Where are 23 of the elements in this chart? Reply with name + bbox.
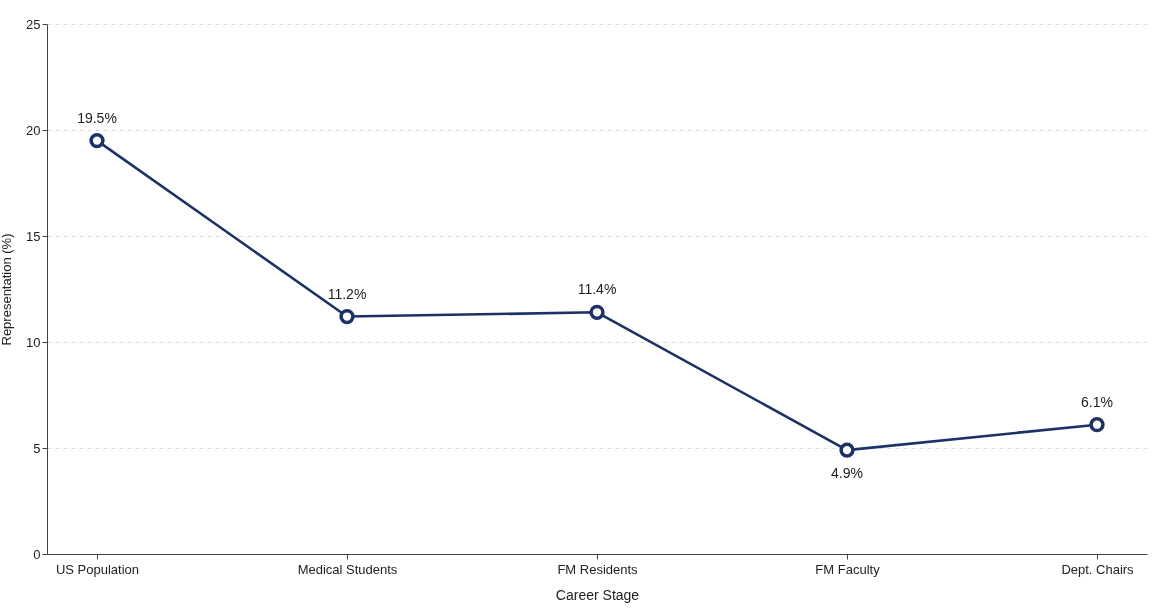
- x-axis-title: Career Stage: [555, 586, 640, 603]
- data-label: 11.4%: [577, 281, 617, 298]
- data-label: 11.2%: [327, 285, 367, 302]
- y-tick-label: 25: [26, 16, 41, 32]
- y-axis-title: Representation (%): [0, 233, 15, 346]
- point: [839, 442, 855, 458]
- x-tick-label: FM Residents: [557, 561, 639, 577]
- point: [339, 308, 355, 325]
- x-tick-label: US Population: [55, 561, 140, 577]
- y-tick-label: 0: [33, 546, 41, 562]
- data-label: 19.5%: [77, 109, 117, 126]
- y-tick-label: 5: [33, 440, 41, 456]
- data-label: 6.1%: [1081, 393, 1113, 410]
- x-tick-label: FM Faculty: [815, 561, 881, 577]
- point: [1089, 417, 1105, 433]
- data-label: 4.9%: [831, 465, 863, 482]
- x-tick-label: Dept. Chairs: [1061, 561, 1135, 577]
- point: [89, 132, 105, 149]
- point: [589, 304, 605, 320]
- y-tick-label: 15: [26, 228, 41, 244]
- y-tick-label: 20: [26, 122, 41, 138]
- x-tick-label: Medical Students: [297, 561, 398, 577]
- y-tick-label: 10: [26, 334, 41, 350]
